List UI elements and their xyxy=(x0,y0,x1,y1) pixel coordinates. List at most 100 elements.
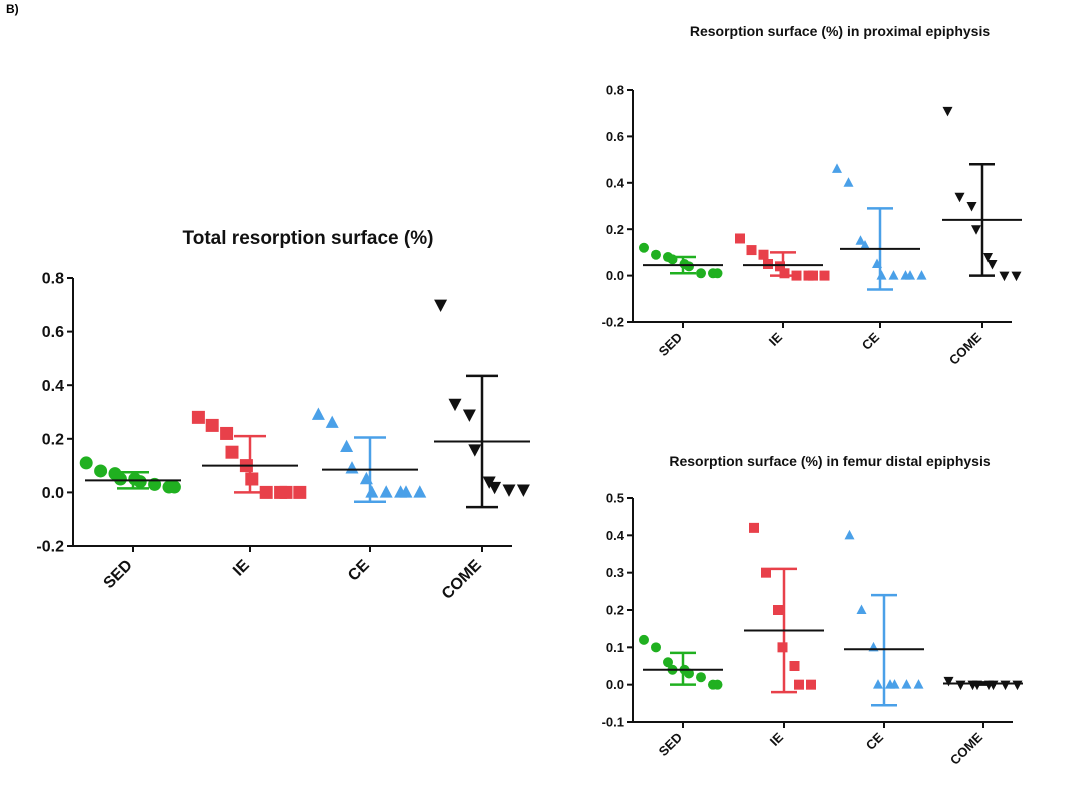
data-point xyxy=(191,410,205,424)
y-tick-label: 0.2 xyxy=(606,603,624,618)
data-point xyxy=(696,672,706,683)
data-point xyxy=(746,245,757,256)
data-point xyxy=(855,235,866,245)
x-category-label: SED xyxy=(101,557,136,592)
chart-title: Resorption surface (%) in proximal epiph… xyxy=(690,23,991,39)
data-point xyxy=(806,679,816,690)
data-point xyxy=(942,106,953,117)
data-point xyxy=(761,567,771,578)
data-point xyxy=(712,268,723,279)
data-point xyxy=(856,604,867,614)
data-point xyxy=(651,642,661,653)
data-point xyxy=(340,439,354,453)
y-tick-label: 0.6 xyxy=(42,324,64,341)
data-point xyxy=(345,461,359,474)
data-point xyxy=(791,270,802,281)
data-point xyxy=(639,242,649,253)
data-point xyxy=(293,485,307,499)
y-tick-label: 0.0 xyxy=(42,485,64,502)
data-point xyxy=(773,605,783,615)
data-point xyxy=(758,249,769,260)
data-point xyxy=(735,233,745,244)
series-ie xyxy=(191,410,307,499)
chart-distal-svg: Resorption surface (%) in femur distal e… xyxy=(602,453,1023,768)
data-point xyxy=(916,270,927,280)
chart-total-resorption: Total resorption surface (%) -0.2 0.0 0.2 0.… xyxy=(8,206,553,636)
y-tick-label: 0.2 xyxy=(42,431,64,448)
data-point xyxy=(873,679,883,689)
data-point xyxy=(488,481,502,495)
data-point xyxy=(1000,680,1011,691)
x-category-label: IE xyxy=(230,557,253,580)
data-point xyxy=(413,485,427,498)
data-point xyxy=(905,270,915,280)
y-tick-label: 0.8 xyxy=(42,271,64,288)
data-point xyxy=(325,415,339,428)
data-point xyxy=(860,239,870,250)
y-tick-label: 0.0 xyxy=(606,268,624,283)
data-point xyxy=(763,259,773,269)
x-category-label: COME xyxy=(946,329,984,367)
data-point xyxy=(1012,680,1023,691)
data-point xyxy=(712,679,723,690)
y-tick-label: 0.1 xyxy=(606,640,624,655)
data-point xyxy=(789,661,800,671)
series-come xyxy=(943,676,1023,691)
chart-distal-epiphysis: Resorption surface (%) in femur distal e… xyxy=(578,448,1076,793)
data-point xyxy=(311,407,325,420)
data-point xyxy=(462,409,476,422)
x-category-label: COME xyxy=(439,557,485,603)
series-ce xyxy=(311,407,427,504)
data-point xyxy=(749,522,759,533)
data-point xyxy=(79,456,93,470)
series-come xyxy=(434,299,530,509)
data-point xyxy=(954,192,965,203)
y-tick-label: 0.0 xyxy=(606,677,624,692)
data-point xyxy=(779,268,790,279)
data-point xyxy=(999,271,1010,282)
data-point xyxy=(639,634,649,645)
data-point xyxy=(434,299,448,312)
series-ce xyxy=(832,163,927,291)
y-tick-label: 0.8 xyxy=(606,83,624,98)
y-tick-label: 0.6 xyxy=(606,129,624,144)
data-point xyxy=(167,480,181,494)
data-point xyxy=(808,270,818,281)
data-point xyxy=(888,270,899,280)
data-point xyxy=(448,398,462,412)
y-tick-label: 0.4 xyxy=(606,175,625,190)
data-point xyxy=(983,253,993,263)
x-category-label: SED xyxy=(656,330,686,360)
y-tick-label: -0.2 xyxy=(36,539,64,556)
series-ie xyxy=(735,233,830,281)
data-point xyxy=(876,270,887,280)
y-tick-label: -0.2 xyxy=(602,315,624,330)
chart-title: Resorption surface (%) in femur distal e… xyxy=(669,453,991,469)
chart-proximal-svg: Resorption surface (%) in proximal epiph… xyxy=(602,23,1022,368)
data-point xyxy=(844,529,855,540)
series-ce xyxy=(844,529,924,707)
data-point xyxy=(516,484,530,497)
data-point xyxy=(832,163,842,173)
x-category-label: IE xyxy=(767,729,787,749)
data-point xyxy=(966,202,977,212)
series-sed xyxy=(79,456,181,494)
data-point xyxy=(987,260,998,270)
x-category-label: CE xyxy=(345,557,373,585)
y-tick-label: 0.4 xyxy=(42,378,64,395)
data-point xyxy=(365,485,379,498)
data-point xyxy=(502,484,516,497)
chart-proximal-epiphysis: Resorption surface (%) in proximal epiph… xyxy=(578,18,1076,400)
x-category-label: SED xyxy=(656,730,686,760)
data-point xyxy=(843,177,854,187)
data-point xyxy=(279,485,293,499)
y-tick-label: -0.1 xyxy=(602,715,624,730)
x-category-label: CE xyxy=(859,329,883,353)
data-point xyxy=(399,485,413,498)
data-point xyxy=(113,472,127,486)
data-point xyxy=(901,679,912,689)
data-point xyxy=(1011,271,1022,282)
data-point xyxy=(94,464,108,478)
data-point xyxy=(777,642,788,653)
data-point xyxy=(468,444,482,457)
